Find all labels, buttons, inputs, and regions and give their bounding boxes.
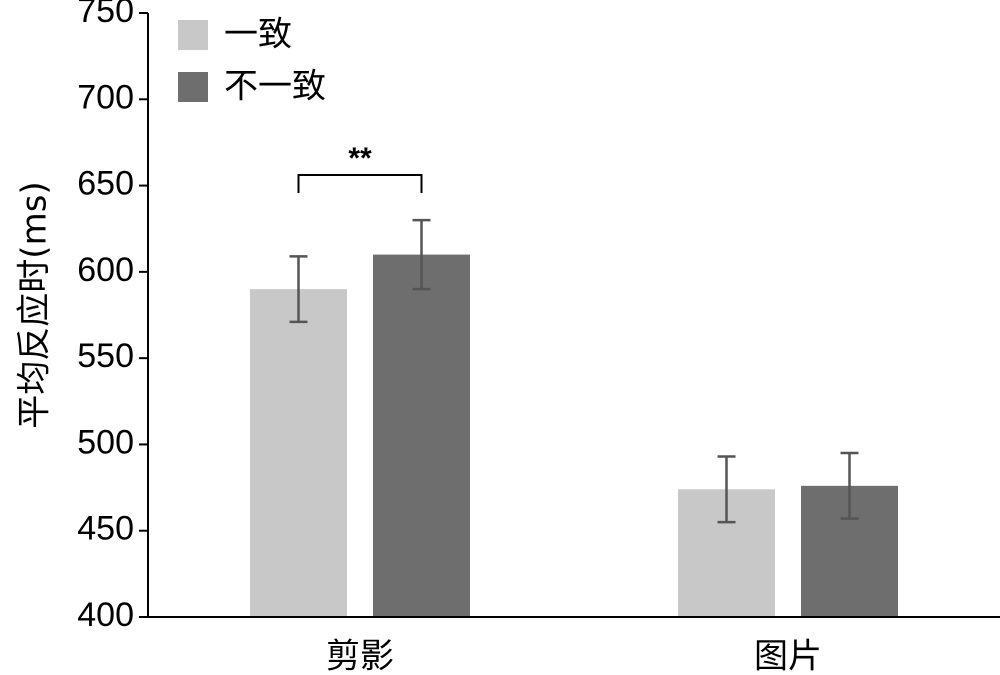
bar	[250, 289, 347, 617]
legend-label: 不一致	[224, 67, 326, 107]
y-tick-label: 400	[77, 596, 134, 634]
y-tick-label: 650	[77, 165, 134, 203]
legend-swatch	[178, 20, 208, 50]
bars	[250, 254, 898, 617]
y-axis-label: 平均反应时(ms)	[15, 181, 55, 428]
y-tick-label: 500	[77, 423, 134, 461]
significance-markers: **	[297, 142, 423, 193]
bar	[373, 254, 470, 617]
y-tick-label: 450	[77, 510, 134, 548]
legend-label: 一致	[224, 15, 292, 55]
significance-label: **	[348, 142, 372, 175]
x-axis: 剪影 图片	[148, 616, 1000, 675]
y-tick-label: 550	[77, 337, 134, 375]
error-bars	[289, 218, 859, 524]
y-tick-label: 700	[77, 78, 134, 116]
legend-swatch	[178, 72, 208, 102]
y-axis: 400 450 500 550 600 650 700 750	[77, 0, 149, 634]
y-tick-label: 600	[77, 251, 134, 289]
y-tick-label: 750	[77, 0, 134, 30]
significance-bracket	[297, 174, 423, 193]
x-tick-label: 图片	[754, 637, 822, 675]
x-tick-label: 剪影	[326, 637, 394, 675]
